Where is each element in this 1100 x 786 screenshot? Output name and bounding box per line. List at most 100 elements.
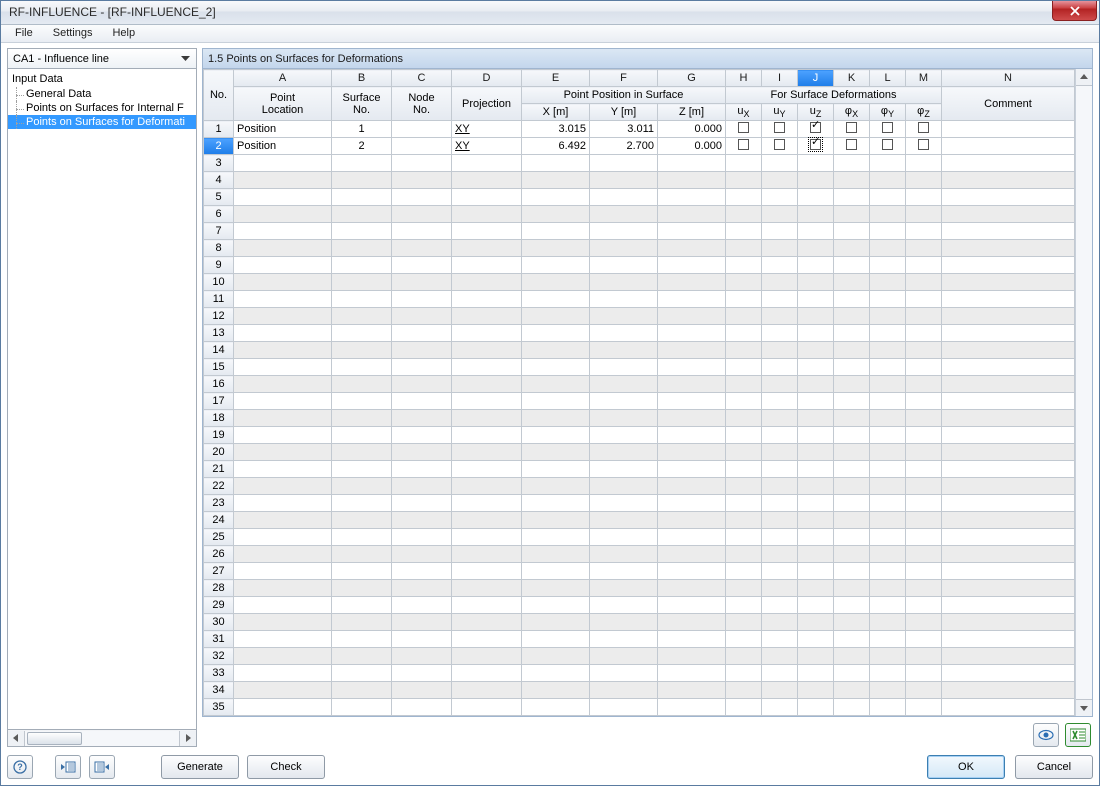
cell[interactable] (870, 597, 906, 614)
cell[interactable] (906, 427, 942, 444)
cell[interactable] (798, 359, 834, 376)
cell[interactable] (834, 461, 870, 478)
cell[interactable] (392, 427, 452, 444)
cell[interactable] (332, 274, 392, 291)
cell[interactable] (798, 274, 834, 291)
cell[interactable] (590, 189, 658, 206)
cell[interactable] (870, 614, 906, 631)
cell[interactable] (870, 223, 906, 240)
cell[interactable] (332, 342, 392, 359)
cell[interactable] (522, 631, 590, 648)
cell[interactable] (906, 393, 942, 410)
cell[interactable] (452, 325, 522, 342)
cell[interactable] (906, 274, 942, 291)
cell[interactable] (906, 563, 942, 580)
cell[interactable] (590, 461, 658, 478)
cell[interactable] (522, 376, 590, 393)
cell[interactable] (658, 359, 726, 376)
cell[interactable] (906, 512, 942, 529)
cell[interactable] (906, 206, 942, 223)
table-row[interactable]: 17 (204, 393, 1075, 410)
cell[interactable] (906, 189, 942, 206)
cell[interactable] (452, 648, 522, 665)
cell[interactable] (234, 597, 332, 614)
menu-help[interactable]: Help (104, 25, 143, 41)
cell[interactable] (590, 614, 658, 631)
checkbox[interactable] (810, 139, 821, 150)
cell[interactable] (522, 308, 590, 325)
table-row[interactable]: 11 (204, 291, 1075, 308)
cell[interactable] (590, 597, 658, 614)
cell[interactable] (392, 461, 452, 478)
cell[interactable] (522, 614, 590, 631)
cell[interactable] (590, 240, 658, 257)
cell[interactable] (590, 444, 658, 461)
cell[interactable] (834, 597, 870, 614)
scroll-track-v[interactable] (1076, 86, 1092, 699)
cell[interactable] (798, 138, 834, 155)
cell[interactable] (942, 529, 1075, 546)
cell[interactable] (726, 240, 762, 257)
cell[interactable] (332, 308, 392, 325)
cell[interactable] (452, 206, 522, 223)
cell[interactable] (870, 121, 906, 138)
cell[interactable] (234, 206, 332, 223)
cell[interactable] (942, 682, 1075, 699)
cell[interactable] (234, 563, 332, 580)
cell[interactable] (726, 580, 762, 597)
cell[interactable] (762, 155, 798, 172)
cell[interactable] (234, 512, 332, 529)
cell[interactable] (834, 325, 870, 342)
cell[interactable] (522, 495, 590, 512)
cell[interactable] (234, 699, 332, 716)
cell[interactable] (942, 512, 1075, 529)
cell[interactable] (870, 444, 906, 461)
cell[interactable] (798, 563, 834, 580)
cell[interactable] (870, 563, 906, 580)
cell[interactable] (392, 274, 452, 291)
cell[interactable] (590, 546, 658, 563)
cell[interactable] (392, 155, 452, 172)
cell[interactable] (452, 461, 522, 478)
cell[interactable] (798, 325, 834, 342)
cell[interactable] (834, 529, 870, 546)
row-number[interactable]: 17 (204, 393, 234, 410)
cell[interactable] (834, 682, 870, 699)
cell[interactable] (522, 699, 590, 716)
cell[interactable] (658, 308, 726, 325)
cell[interactable] (942, 223, 1075, 240)
cell[interactable] (234, 325, 332, 342)
cell[interactable] (762, 206, 798, 223)
cell[interactable] (798, 240, 834, 257)
cell[interactable] (906, 495, 942, 512)
row-number[interactable]: 1 (204, 121, 234, 138)
col-letter[interactable]: K (834, 70, 870, 87)
cell[interactable] (590, 478, 658, 495)
table-row[interactable]: 30 (204, 614, 1075, 631)
cell[interactable] (452, 444, 522, 461)
cell[interactable] (234, 580, 332, 597)
cell[interactable] (726, 410, 762, 427)
cell[interactable] (906, 597, 942, 614)
cell[interactable] (798, 665, 834, 682)
cell[interactable] (726, 444, 762, 461)
cell[interactable] (762, 563, 798, 580)
cell[interactable] (726, 682, 762, 699)
grid-v-scrollbar[interactable] (1075, 69, 1092, 716)
cell[interactable] (332, 529, 392, 546)
checkbox[interactable] (846, 139, 857, 150)
table-row[interactable]: 35 (204, 699, 1075, 716)
cell[interactable] (870, 699, 906, 716)
cell[interactable] (332, 563, 392, 580)
cell[interactable] (870, 291, 906, 308)
cell[interactable] (834, 206, 870, 223)
cell[interactable] (658, 614, 726, 631)
cell[interactable] (726, 427, 762, 444)
cell[interactable] (942, 580, 1075, 597)
cell[interactable] (392, 546, 452, 563)
cell[interactable] (392, 597, 452, 614)
cell[interactable] (726, 274, 762, 291)
cell[interactable] (726, 461, 762, 478)
cell[interactable] (658, 699, 726, 716)
cell[interactable] (942, 393, 1075, 410)
